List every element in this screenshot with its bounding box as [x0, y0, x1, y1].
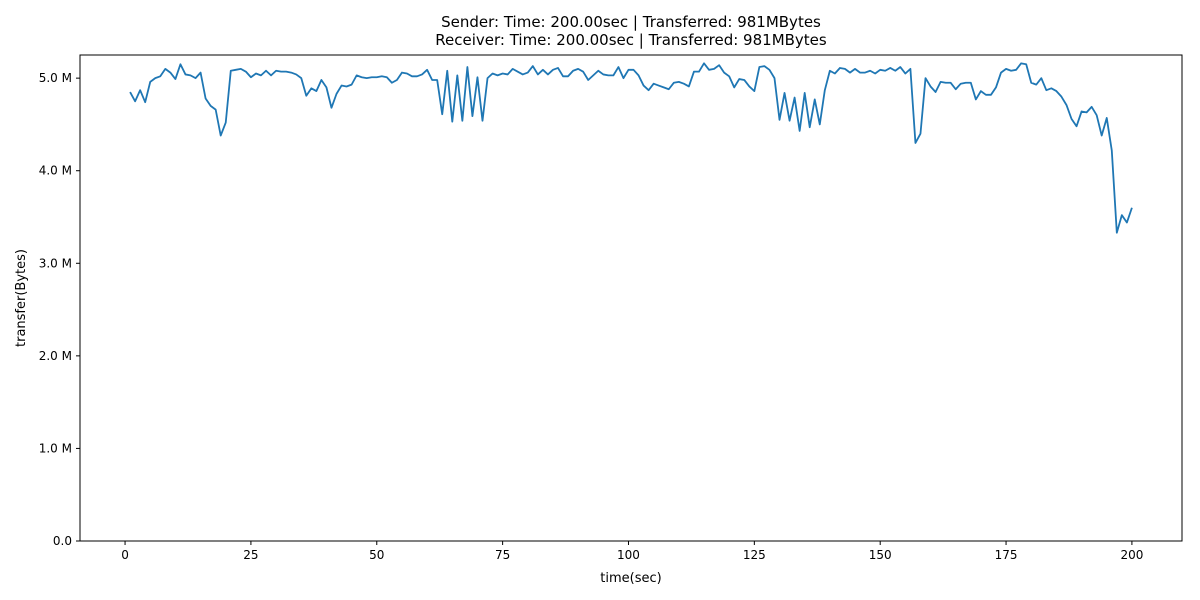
y-tick-label: 0.0: [53, 534, 72, 548]
x-tick-label: 150: [869, 548, 892, 562]
y-axis-label: transfer(Bytes): [14, 249, 29, 347]
y-tick-label: 4.0 M: [39, 164, 72, 178]
plot-area: [129, 62, 1133, 234]
series-line: [129, 62, 1133, 234]
x-tick-label: 125: [743, 548, 766, 562]
y-tick-label: 2.0 M: [39, 349, 72, 363]
x-tick-label: 75: [495, 548, 510, 562]
x-tick-label: 25: [243, 548, 258, 562]
x-axis-ticks: 0 25 50 75 100 125 150 175 200: [121, 541, 1143, 562]
x-axis-label: time(sec): [600, 571, 661, 586]
y-tick-label: 1.0 M: [39, 441, 72, 455]
x-tick-label: 100: [617, 548, 640, 562]
chart-title-line-1: Sender: Time: 200.00sec | Transferred: 9…: [441, 13, 821, 31]
x-tick-label: 200: [1120, 548, 1143, 562]
x-tick-label: 50: [369, 548, 384, 562]
x-tick-label: 175: [995, 548, 1018, 562]
y-axis-ticks: 0.0 1.0 M 2.0 M 3.0 M 4.0 M 5.0 M: [39, 71, 80, 548]
axes-frame: [79, 54, 1183, 542]
y-tick-label: 3.0 M: [39, 256, 72, 270]
chart-title-line-2: Receiver: Time: 200.00sec | Transferred:…: [435, 31, 827, 49]
y-tick-label: 5.0 M: [39, 71, 72, 85]
x-tick-label: 0: [121, 548, 129, 562]
